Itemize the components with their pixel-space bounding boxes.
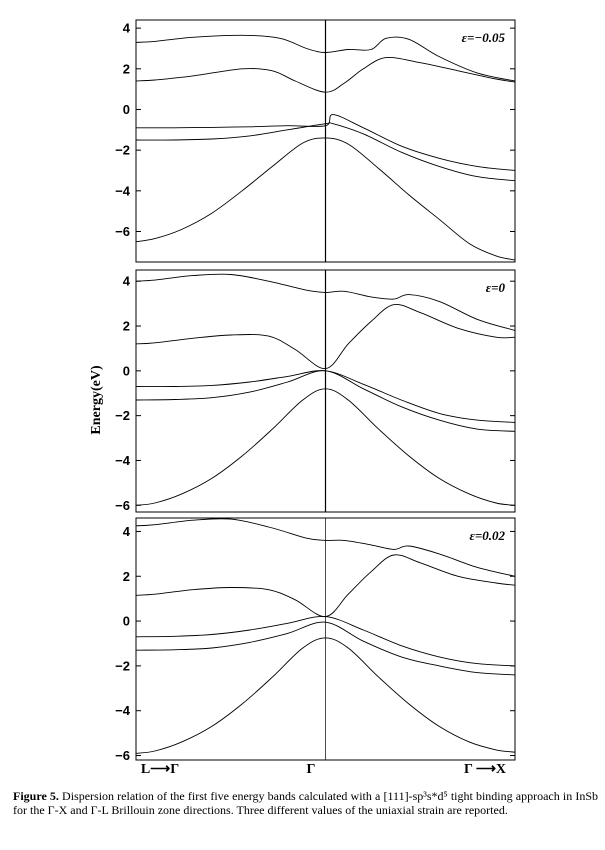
band-line-5: [135, 137, 516, 261]
band-line-5: [135, 637, 516, 754]
band-line-1: [135, 273, 516, 331]
x-tick-label-center: Γ: [307, 762, 316, 777]
y-tick-label: 4: [123, 274, 131, 289]
y-tick-label: −6: [115, 498, 130, 513]
y-tick-label: −4: [115, 703, 131, 718]
y-tick-label: −4: [115, 453, 131, 468]
y-tick-label: 0: [123, 614, 130, 629]
y-tick-label: −2: [115, 658, 130, 673]
y-tick-label: 0: [123, 363, 130, 378]
y-tick-label: −2: [115, 143, 130, 158]
y-tick-label: 0: [123, 102, 130, 117]
band-line-2: [135, 554, 516, 618]
strain-annotation: ε=0: [486, 280, 506, 295]
y-axis-label: Energy(eV): [89, 365, 104, 435]
caption-text: Dispersion relation of the first five en…: [13, 789, 598, 817]
y-tick-label: 2: [123, 61, 130, 76]
panel-0: 4 2 0 −2 −4 −6 ε=−0.05: [115, 19, 516, 263]
band-line-2: [135, 304, 516, 370]
band-line-1: [135, 518, 516, 577]
y-tick-label: −2: [115, 408, 130, 423]
band-line-3: [135, 616, 516, 667]
strain-annotation: ε=0.02: [470, 528, 506, 543]
x-tick-label-right: Γ ⟶X: [464, 762, 506, 777]
band-line-3: [136, 114, 516, 171]
band-line-4: [135, 122, 516, 182]
y-tick-label: 4: [123, 524, 131, 539]
band-structure-figure: 4 2 0 −2 −4 −6 ε=−0.05 4 2 0 −2 −4 −6 ε=0 4 2 0 −2 −4 −6 ε=0…: [89, 19, 516, 777]
band-line-4: [135, 621, 516, 676]
band-line-5: [135, 388, 516, 506]
band-line-1: [135, 34, 516, 82]
figure-caption: Figure 5. Dispersion relation of the fir…: [13, 789, 598, 817]
y-tick-label: −6: [115, 748, 130, 763]
band-line-2: [135, 56, 516, 93]
y-tick-label: 2: [123, 569, 130, 584]
y-tick-label: 2: [123, 319, 130, 334]
strain-annotation: ε=−0.05: [462, 30, 506, 45]
x-tick-label-left: L⟶Γ: [141, 762, 179, 777]
y-tick-label: −4: [115, 183, 131, 198]
caption-label: Figure 5.: [13, 789, 59, 803]
panel-2: 4 2 0 −2 −4 −6 ε=0.02: [115, 517, 516, 763]
band-line-4: [135, 370, 516, 432]
panel-1: 4 2 0 −2 −4 −6 ε=0: [115, 269, 516, 513]
y-tick-label: 4: [123, 21, 131, 36]
y-tick-label: −6: [115, 224, 130, 239]
